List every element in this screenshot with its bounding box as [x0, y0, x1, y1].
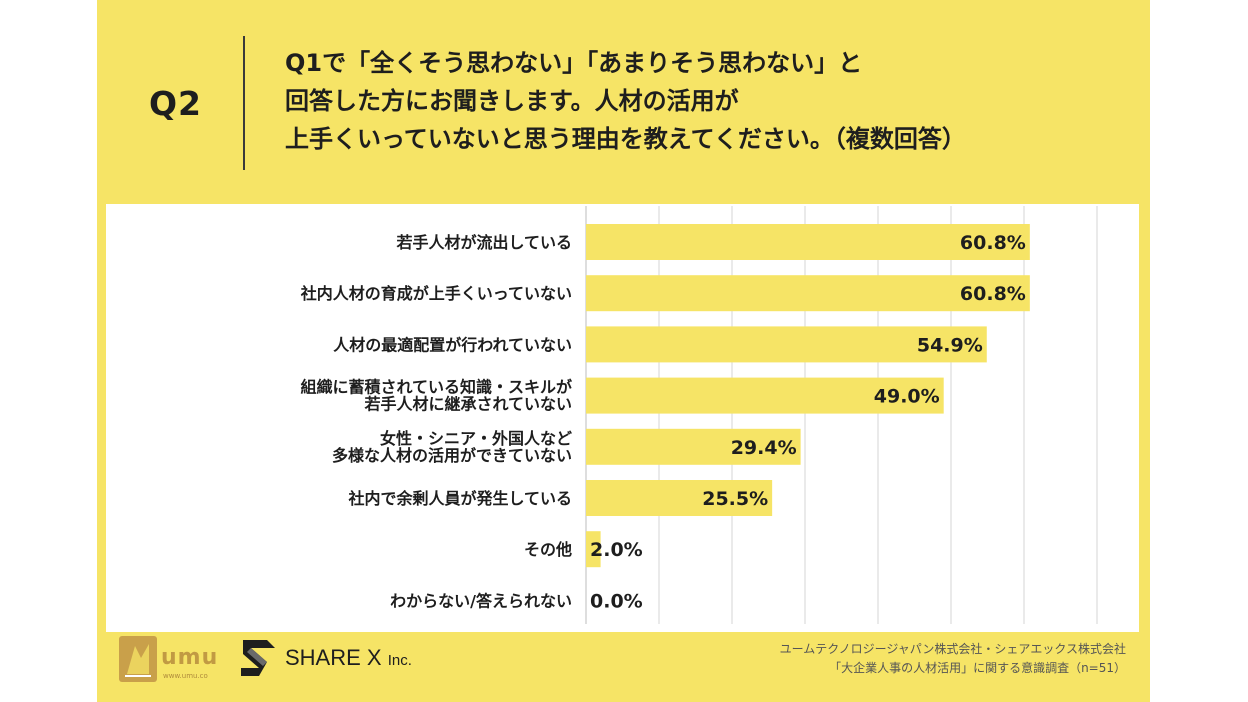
- category-label: 組織に蓄積されている知識・スキルが: [300, 378, 572, 397]
- sharex-logo-text: SHARE X Inc.: [285, 645, 412, 671]
- value-label: 60.8%: [960, 232, 1026, 254]
- bar: [586, 428, 801, 465]
- sharex-logo-icon: [241, 640, 275, 676]
- category-label: 社内人材の育成が上手くいっていない: [300, 284, 572, 303]
- value-label: 29.4%: [731, 437, 797, 459]
- credit-line-2: 「大企業人事の人材活用」に関する意識調査（n=51）: [829, 661, 1126, 675]
- bar: [586, 531, 601, 568]
- category-label: わからない/答えられない: [390, 591, 572, 610]
- credit-line-1: ユームテクノロジージャパン株式会社・シェアエックス株式会社: [779, 642, 1126, 656]
- category-label: 若手人材が流出している: [395, 233, 572, 252]
- umu-logo-icon: [119, 636, 157, 682]
- category-label: 若手人材に継承されていない: [363, 395, 572, 414]
- category-label: 人材の最適配置が行われていない: [333, 335, 572, 354]
- bar: [586, 224, 1030, 260]
- umu-logo-url: www.umu.co: [163, 672, 208, 680]
- logo-area: umu www.umu.co SHARE X Inc.: [119, 634, 439, 694]
- question-number: Q2: [149, 84, 203, 123]
- value-label: 2.0%: [590, 539, 643, 561]
- question-line: Q1で「全くそう思わない」「あまりそう思わない」と: [285, 49, 863, 77]
- value-label: 49.0%: [874, 386, 940, 408]
- slide-background: Q2 Q1で「全くそう思わない」「あまりそう思わない」と 回答した方にお聞きしま…: [97, 0, 1150, 702]
- value-label: 60.8%: [960, 283, 1026, 305]
- umu-logo-text: umu: [161, 645, 219, 670]
- category-label: 女性・シニア・外国人など: [380, 429, 572, 448]
- bar-chart: 若手人材が流出している 60.8% 社内人材の育成が上手くいっていない 60.8% 人材…: [300, 206, 1098, 624]
- sharex-suffix: Inc.: [387, 652, 412, 669]
- chart-panel: 若手人材が流出している 60.8% 社内人材の育成が上手くいっていない 60.8% 人材…: [106, 204, 1139, 632]
- category-label: 社内で余剰人員が発生している: [347, 489, 572, 508]
- question-line: 回答した方にお聞きします。人材の活用が: [285, 87, 739, 115]
- credit: ユームテクノロジージャパン株式会社・シェアエックス株式会社 「大企業人事の人材活…: [780, 640, 1126, 678]
- bar: [586, 275, 1030, 312]
- bar: [586, 377, 944, 414]
- value-label: 25.5%: [702, 488, 768, 510]
- value-label: 0.0%: [590, 590, 643, 612]
- question-text: Q1で「全くそう思わない」「あまりそう思わない」と 回答した方にお聞きします。人…: [285, 44, 1135, 158]
- value-label: 54.9%: [917, 334, 983, 356]
- category-label: その他: [524, 540, 572, 559]
- question-line: 上手くいっていないと思う理由を教えてください。（複数回答）: [285, 125, 966, 153]
- sharex-name: SHARE X: [285, 645, 382, 670]
- bar: [586, 480, 773, 516]
- category-label: 多様な人材の活用ができていない: [332, 446, 572, 465]
- bar: [586, 326, 987, 363]
- header-divider: [243, 36, 245, 170]
